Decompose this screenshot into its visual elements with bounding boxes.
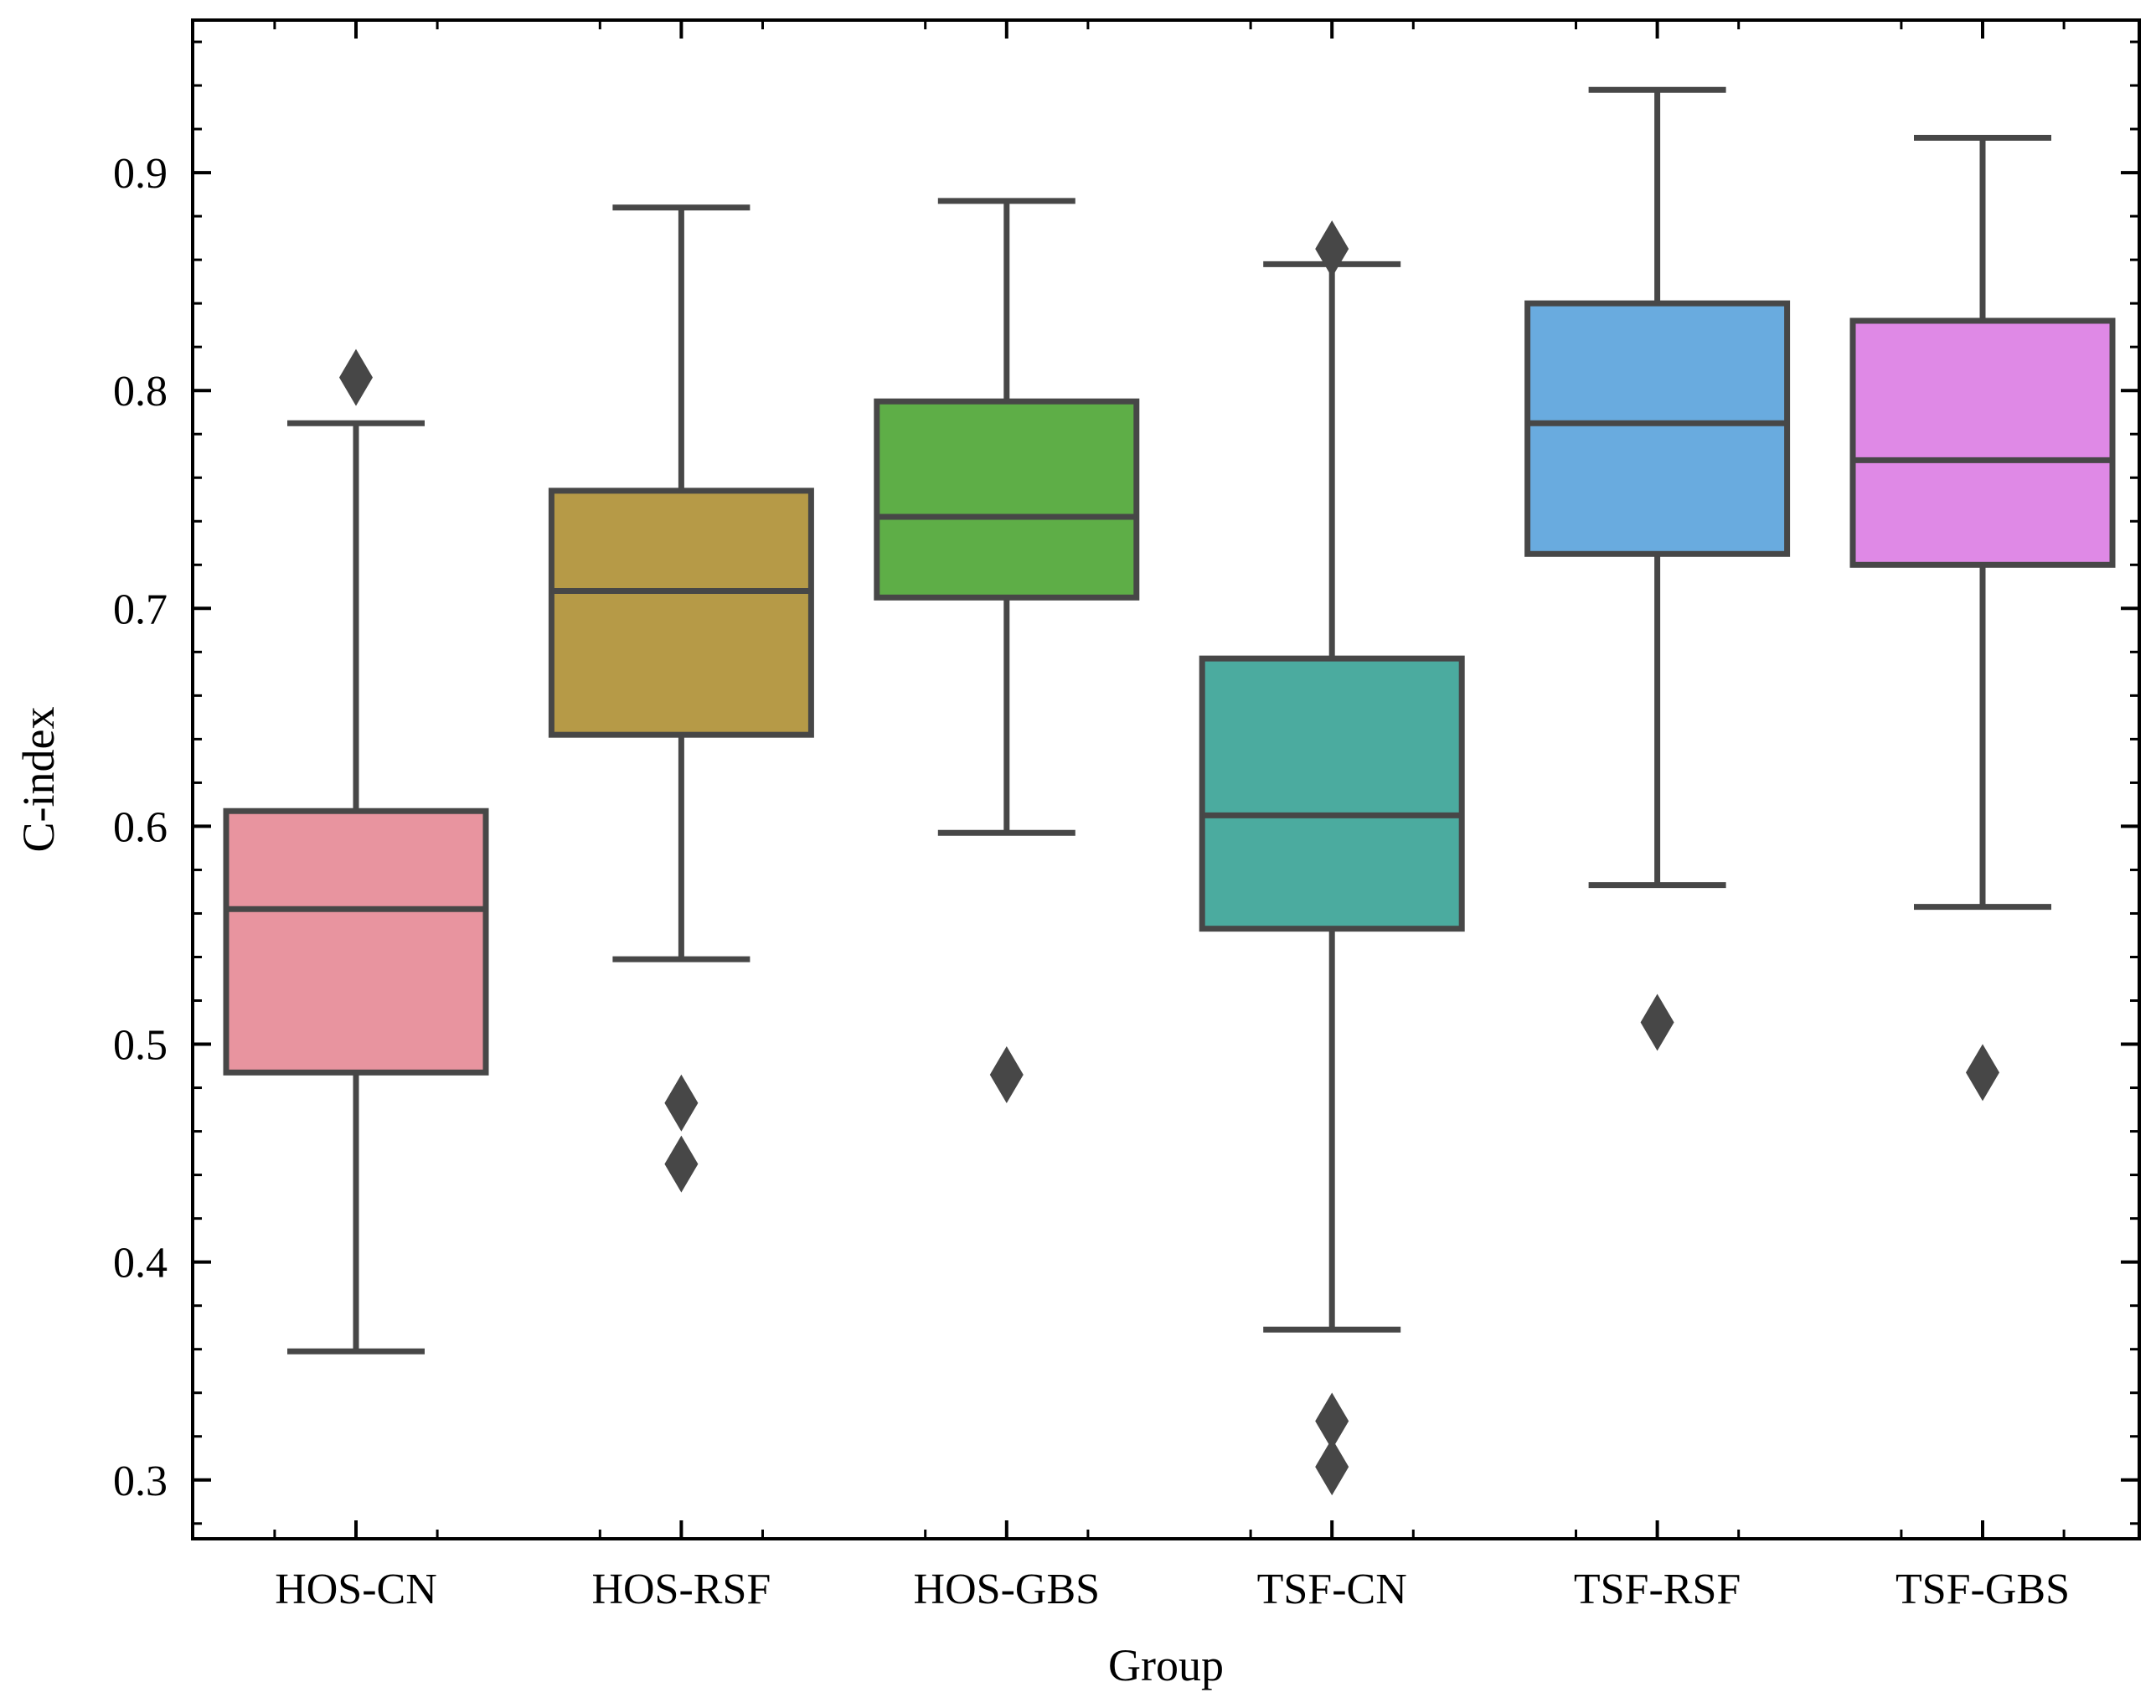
box-iqr xyxy=(1524,300,1791,557)
ticks-layer: 0.3 0.4 0.5 0.6 0.7 0.8 0.9 HOS-CN HOS-RSF HOS-GB… xyxy=(113,20,2139,1613)
y-tick-label: 0.3 xyxy=(113,1458,168,1505)
x-tick-label: TSF-CN xyxy=(1257,1566,1407,1613)
box-iqr xyxy=(223,808,489,1076)
y-axis-label: C-index xyxy=(13,707,64,853)
box-group-hos-cn xyxy=(223,348,489,1355)
box-group-tsf-cn xyxy=(1199,220,1465,1496)
outlier-point xyxy=(664,1074,699,1132)
x-tick-label: HOS-RSF xyxy=(591,1566,771,1613)
x-axis-label: Group xyxy=(1108,1640,1224,1690)
outlier-point xyxy=(664,1135,699,1193)
y-tick-label: 0.5 xyxy=(113,1022,168,1070)
outlier-point xyxy=(1315,1392,1349,1450)
box-iqr xyxy=(1849,317,2116,568)
x-tick-label: TSF-RSF xyxy=(1574,1566,1741,1613)
x-tick-label: TSF-GBS xyxy=(1896,1566,2070,1613)
box-iqr xyxy=(548,488,814,738)
outlier-point xyxy=(1315,220,1349,278)
plot-frame xyxy=(191,18,2141,1540)
outlier-point xyxy=(1315,1438,1349,1496)
box-iqr xyxy=(1199,655,1465,932)
box-group-hos-gbs xyxy=(874,198,1140,1103)
y-tick-label: 0.7 xyxy=(113,586,168,633)
y-tick-label: 0.9 xyxy=(113,150,168,198)
outlier-point xyxy=(1966,1044,1999,1102)
x-tick-label: HOS-CN xyxy=(275,1566,437,1613)
box-group-tsf-rsf xyxy=(1524,86,1791,1051)
y-tick-label: 0.6 xyxy=(113,803,168,851)
x-tick-label: HOS-GBS xyxy=(914,1566,1101,1613)
box-iqr xyxy=(874,398,1140,601)
outlier-point xyxy=(989,1045,1024,1103)
outlier-point xyxy=(339,348,373,406)
y-tick-label: 0.8 xyxy=(113,368,168,415)
box-group-hos-rsf xyxy=(548,204,814,1193)
outlier-point xyxy=(1640,993,1674,1051)
boxes-layer xyxy=(223,86,2116,1496)
y-tick-label: 0.4 xyxy=(113,1240,168,1287)
box-group-tsf-gbs xyxy=(1849,134,2116,1102)
